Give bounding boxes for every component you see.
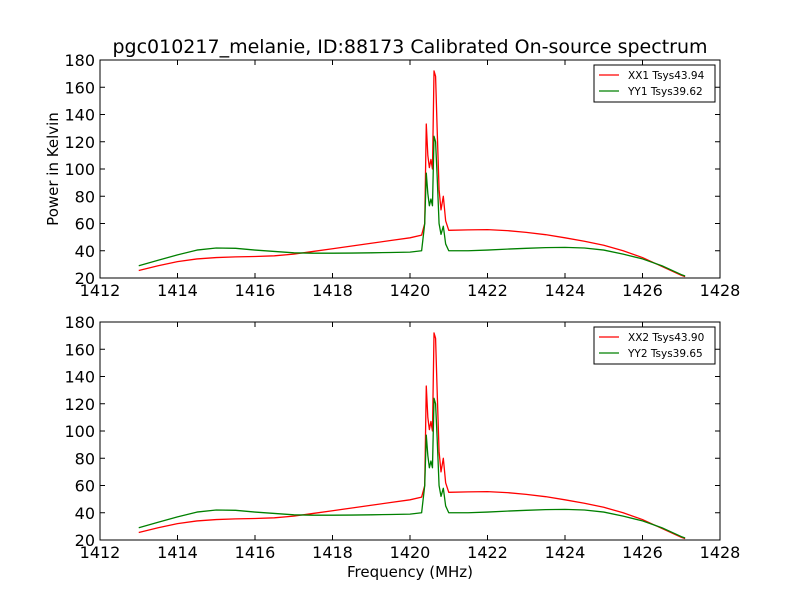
y-tick-label: 60 bbox=[75, 477, 95, 496]
plot-panel-2: 1412 1414 1416 1418 1420 1422 1424 1426 1428 20 40… bbox=[64, 313, 740, 581]
x-tick-label: 1416 bbox=[235, 543, 276, 562]
y-tick-label: 40 bbox=[75, 242, 95, 261]
series-line-2-1 bbox=[138, 332, 686, 540]
series-line-1-1 bbox=[138, 70, 686, 278]
y-tick-label: 120 bbox=[64, 395, 95, 414]
x-tick-label: 1426 bbox=[622, 543, 663, 562]
legend-box bbox=[593, 64, 716, 103]
x-tick-label: 1412 bbox=[80, 281, 121, 300]
x-tick-label: 1424 bbox=[545, 281, 586, 300]
legend-1: XX1 Tsys43.94 YY1 Tsys39.62 bbox=[593, 64, 716, 103]
legend-entry-label: YY1 Tsys39.62 bbox=[627, 86, 703, 98]
x-axis-label: Frequency (MHz) bbox=[347, 563, 473, 581]
y-tick-label: 140 bbox=[64, 368, 95, 387]
y-tick-label: 20 bbox=[75, 531, 95, 550]
plot-panel-1: 1412 1414 1416 1418 1420 1422 1424 1426 1428 20 40… bbox=[44, 51, 740, 300]
y-tick-label: 120 bbox=[64, 133, 95, 152]
legend-box bbox=[593, 326, 716, 365]
y-tick-label: 140 bbox=[64, 106, 95, 125]
x-tick-label: 1428 bbox=[700, 543, 741, 562]
legend-entry-label: XX1 Tsys43.94 bbox=[628, 70, 705, 82]
y-tick-label: 60 bbox=[75, 215, 95, 234]
x-tick-label: 1420 bbox=[390, 543, 431, 562]
x-tick-label: 1412 bbox=[80, 543, 121, 562]
series-line-1-2 bbox=[138, 135, 686, 277]
x-tick-label: 1416 bbox=[235, 281, 276, 300]
x-tick-label: 1424 bbox=[545, 543, 586, 562]
y-tick-label: 160 bbox=[64, 78, 95, 97]
figure-title: pgc010217_melanie, ID:88173 Calibrated O… bbox=[112, 36, 707, 58]
y-tick-label: 20 bbox=[75, 269, 95, 288]
series-line-2-2 bbox=[138, 397, 686, 539]
y-tick-label: 180 bbox=[64, 313, 95, 332]
y-tick-label: 100 bbox=[64, 422, 95, 441]
legend-entry-label: XX2 Tsys43.90 bbox=[628, 332, 704, 344]
x-tick-label: 1420 bbox=[390, 281, 431, 300]
y-tick-label: 180 bbox=[64, 51, 95, 70]
x-tick-label: 1428 bbox=[700, 281, 741, 300]
y-axis-label: Power in Kelvin bbox=[44, 112, 62, 226]
y-tick-label: 160 bbox=[64, 340, 95, 359]
y-tick-label: 40 bbox=[75, 504, 95, 523]
legend-2: XX2 Tsys43.90 YY2 Tsys39.65 bbox=[593, 326, 716, 365]
legend-entry-label: YY2 Tsys39.65 bbox=[627, 348, 703, 360]
y-tick-label: 80 bbox=[75, 187, 95, 206]
x-tick-label: 1418 bbox=[312, 543, 353, 562]
x-tick-label: 1414 bbox=[157, 281, 198, 300]
y-tick-label: 100 bbox=[64, 160, 95, 179]
y-tick-label: 80 bbox=[75, 449, 95, 468]
x-tick-label: 1426 bbox=[622, 281, 663, 300]
x-tick-label: 1414 bbox=[157, 543, 198, 562]
x-tick-label: 1422 bbox=[467, 543, 508, 562]
x-tick-label: 1422 bbox=[467, 281, 508, 300]
x-tick-label: 1418 bbox=[312, 281, 353, 300]
